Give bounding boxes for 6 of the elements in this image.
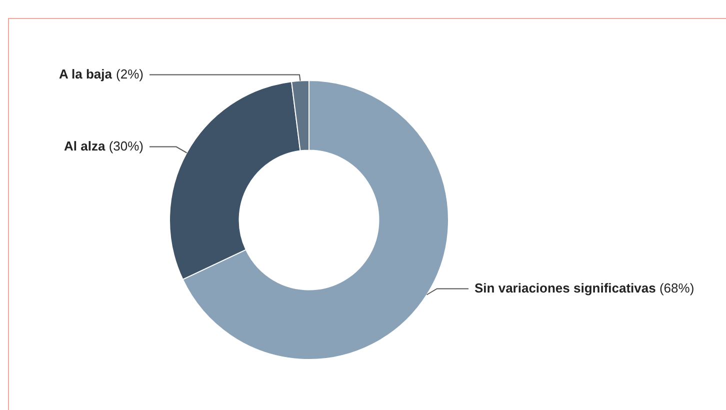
data-label: (30%)	[105, 138, 144, 154]
data-label: (2%)	[112, 66, 144, 82]
slice-label: A la baja	[58, 66, 113, 82]
slice-label: Al alza	[64, 138, 106, 154]
data-label: (68%)	[656, 280, 694, 296]
slice-label: Sin variaciones significativas	[474, 280, 656, 296]
